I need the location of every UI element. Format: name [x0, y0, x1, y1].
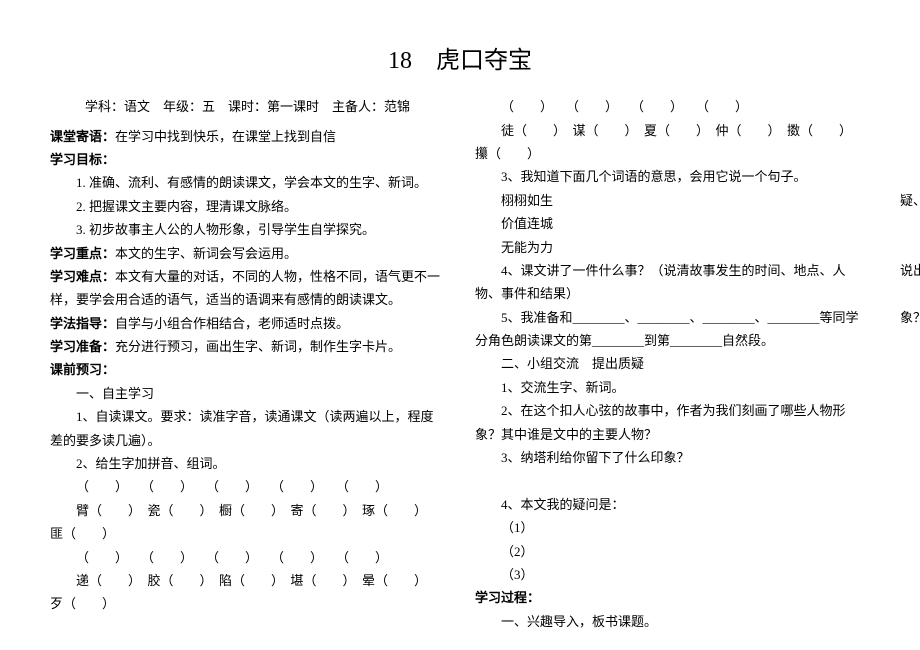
goal-item: 2. 把握课文主要内容，理清课文脉络。 [50, 195, 445, 218]
question-6: 1、交流生字、新词。 [475, 376, 870, 399]
fill-row: 忧心（ ）（ ） 迷惑不（ ） 喜出（ ）外 [900, 563, 920, 586]
process-item: 5、纳塔利给你留下了什么印象？ [900, 376, 920, 399]
pinyin-row: （ ） （ ） （ ） （ ） （ ） [50, 546, 445, 569]
process-item: 2、再熟悉课文内容，自由读课文。 [900, 212, 920, 235]
diff-label: 学习难点： [50, 269, 115, 284]
question-2: 2、给生字加拼音、组词。 [50, 452, 445, 475]
process-item: 一、兴趣导入，板书课题。 [475, 610, 870, 633]
process-item: 4、在这个扣人心弦的故事中，作者为我们刻画了哪些人物形象？其中谁是文中的主要人物… [900, 282, 920, 329]
question-1: 1、自读课文。要求：读准字音，读通课文（读两遍以上，程度差的要多读几遍）。 [50, 405, 445, 452]
word-item: 无能为力 [475, 236, 870, 259]
preclass-label: 课前预习： [50, 358, 445, 381]
question-8: 3、纳塔利给你留下了什么印象？ [475, 446, 870, 469]
process-item: 三、交流导学案的完成情况（班级内补充、质疑）。 [900, 119, 920, 142]
question-5: 5、我准备和________、________、________、_______… [475, 306, 870, 353]
test-item: 2、给文中的多音字注音、组词： [900, 586, 920, 609]
method-label: 学法指导： [50, 316, 115, 331]
blank-line [900, 352, 920, 375]
question-3: 3、我知道下面几个词语的意思，会用它说一个句子。 [475, 165, 870, 188]
char-row: 递（ ） 胶（ ） 陷（ ） 堪（ ） 晕（ ） 歹（ ） [50, 569, 445, 616]
prep-line: 学习准备：充分进行预习，画出生字、新词，制作生字卡片。 [50, 335, 445, 358]
question-7: 2、在这个扣人心弦的故事中，作者为我们刻画了哪些人物形象？其中谁是文中的主要人物… [475, 399, 870, 446]
method-text: 自学与小组合作相结合，老师适时点拨。 [115, 316, 349, 331]
process-item: 四、交流展示： [900, 142, 920, 165]
process-item: 3、展示朗读（形式不拘一格，可以一个人、两个人、多人读，说出为什么要展示自己选择… [900, 236, 920, 283]
focus-text: 本文的生字、新词会写会运用。 [115, 246, 297, 261]
process-item: 1、交流自主学习 4.（要求：内容要全面，语言要简练，可以质疑、补充，寻求最佳答… [900, 165, 920, 212]
meta-line: 学科：语文 年级：五 课时：第一课时 主备人：范锦 [50, 95, 445, 118]
goal-item: 3. 初步故事主人公的人物形象，引导学生自学探究。 [50, 218, 445, 241]
content-columns: 学科：语文 年级：五 课时：第一课时 主备人：范锦 课堂寄语：在学习中找到快乐，… [50, 95, 870, 635]
section-1: 一、自主学习 [50, 382, 445, 405]
poly-row: 晕 剥 禁 [900, 610, 920, 633]
motto-label: 课堂寄语： [50, 129, 115, 144]
focus-label: 学习重点： [50, 246, 115, 261]
fill-row: （ ）（ ）得意 疲惫不（ ） 翻箱倒（ ） [900, 540, 920, 563]
process-item: 六、达标测试： [900, 469, 920, 492]
question-9: 4、本文我的疑问是： [475, 493, 870, 516]
section-2: 二、小组交流 提出质疑 [475, 352, 870, 375]
process-item: 6、、提出疑问。 [900, 423, 920, 446]
goal-label: 学习目标： [50, 148, 445, 171]
motto-text: 在学习中找到快乐，在课堂上找到自信 [115, 129, 336, 144]
lesson-title: 18 虎口夺宝 [50, 40, 870, 83]
word-item: 栩栩如生 [475, 189, 870, 212]
pinyin-row: （ ） （ ） （ ） （ ） [475, 95, 870, 118]
process-item: 五、课堂小结。 [900, 446, 920, 469]
char-row: 臂（ ） 瓷（ ） 橱（ ） 寄（ ） 琢（ ） 匪（ ） [50, 499, 445, 546]
method-line: 学法指导：自学与小组合作相结合，老师适时点拨。 [50, 312, 445, 335]
sub-item: （2） [475, 540, 870, 563]
sub-item: （3） [475, 563, 870, 586]
char-row: 徒（ ） 谋（ ） 夏（ ） 仲（ ） 擞（ ） 攥（ ） [475, 119, 870, 166]
question-4: 4、课文讲了一件什么事？（说清故事发生的时间、地点、人物、事件和结果） [475, 259, 870, 306]
word-item: 价值连城 [475, 212, 870, 235]
prep-text: 充分进行预习，画出生字、新词，制作生字卡片。 [115, 339, 401, 354]
fill-row: （ ）（ ）如生 若明若（ ） 价值连（ ） [900, 516, 920, 539]
diff-line: 学习难点：本文有大量的对话，不同的人物，性格不同，语气更不一样，要学会用合适的语… [50, 265, 445, 312]
focus-line: 学习重点：本文的生字、新词会写会运用。 [50, 242, 445, 265]
pinyin-row: （ ） （ ） （ ） （ ） （ ） [50, 475, 445, 498]
process-label: 学习过程： [475, 586, 870, 609]
blank-line [900, 399, 920, 422]
test-item: 1、把下列词语补充完整。 [900, 493, 920, 516]
prep-label: 学习准备： [50, 339, 115, 354]
motto-line: 课堂寄语：在学习中找到快乐，在课堂上找到自信 [50, 125, 445, 148]
blank-line [900, 329, 920, 352]
goal-item: 1. 准确、流利、有感情的朗读课文，学会本文的生字、新词。 [50, 171, 445, 194]
sub-item: （1） [475, 516, 870, 539]
process-item: 二、检查学生预习的情况（检查导学案的完成情况）。 [900, 95, 920, 118]
blank-line [475, 469, 870, 492]
